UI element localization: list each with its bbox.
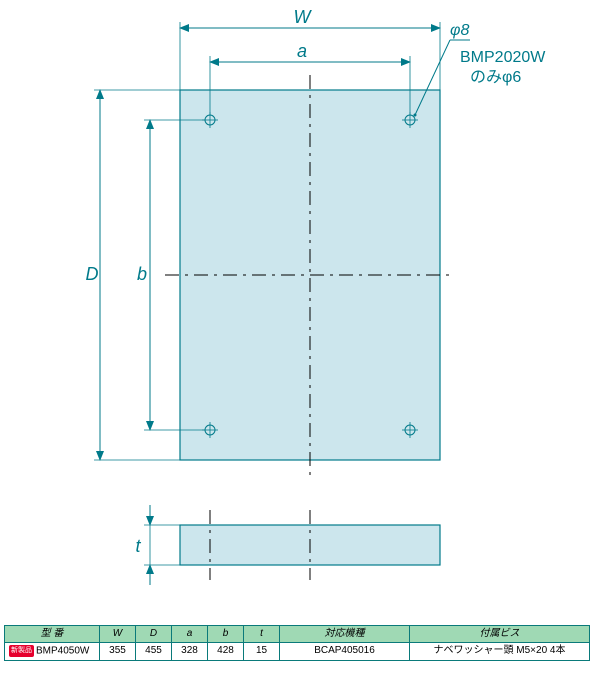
td-screws: ナベワッシャー頭 M5×20 4本 <box>410 643 590 661</box>
th-W: W <box>100 626 136 643</box>
td-compatible: BCAP405016 <box>280 643 410 661</box>
dim-W-label: W <box>294 7 313 27</box>
td-W: 355 <box>100 643 136 661</box>
th-compatible: 対応機種 <box>280 626 410 643</box>
th-model: 型 番 <box>5 626 100 643</box>
note-model: BMP2020W <box>460 49 546 66</box>
new-badge: 新製品 <box>9 645 34 657</box>
th-screws: 付属ビス <box>410 626 590 643</box>
note-phi8: φ8 <box>450 22 469 39</box>
table-row: 新製品BMP4050W 355 455 328 428 15 BCAP40501… <box>5 643 590 661</box>
td-model: BMP4050W <box>36 646 89 657</box>
table-header-row: 型 番 W D a b t 対応機種 付属ビス <box>5 626 590 643</box>
dim-a-label: a <box>297 41 307 61</box>
td-t: 15 <box>244 643 280 661</box>
dim-D-label: D <box>86 264 99 284</box>
th-D: D <box>136 626 172 643</box>
spec-table: 型 番 W D a b t 対応機種 付属ビス 新製品BMP4050W 355 … <box>4 625 590 661</box>
th-t: t <box>244 626 280 643</box>
td-D: 455 <box>136 643 172 661</box>
th-a: a <box>172 626 208 643</box>
th-b: b <box>208 626 244 643</box>
dim-b-label: b <box>137 264 147 284</box>
td-b: 428 <box>208 643 244 661</box>
dim-t-label: t <box>135 536 141 556</box>
td-a: 328 <box>172 643 208 661</box>
note-only: のみφ6 <box>470 69 521 86</box>
